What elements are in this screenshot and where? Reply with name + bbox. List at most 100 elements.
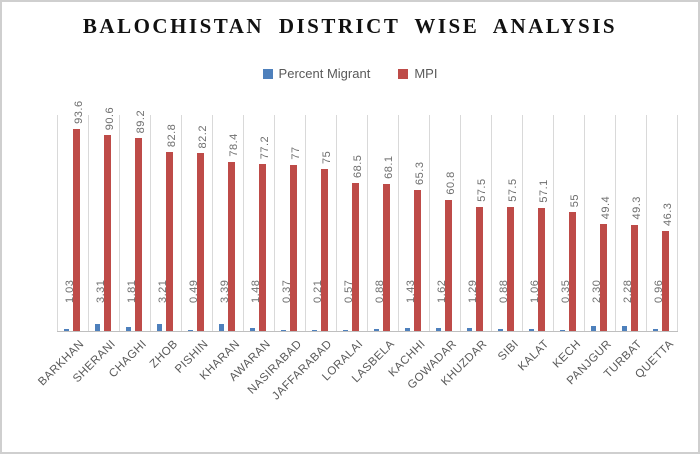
value-label-percent-migrant: 1.43 [405, 279, 417, 303]
bar-percent-migrant [653, 328, 658, 331]
value-label-mpi: 46.3 [662, 202, 674, 226]
gridline [57, 115, 58, 331]
value-label-mpi: 78.4 [228, 133, 240, 157]
value-label-percent-migrant: 2.28 [622, 279, 634, 303]
gridline [646, 115, 647, 331]
gridline [677, 115, 678, 331]
bar-mpi [600, 224, 607, 331]
value-label-mpi: 89.2 [135, 109, 147, 134]
bar-mpi [538, 207, 545, 331]
value-label-percent-migrant: 0.88 [374, 279, 386, 303]
value-label-mpi: 57.5 [476, 178, 488, 202]
legend-label: MPI [414, 66, 438, 81]
value-label-percent-migrant: 3.31 [95, 279, 107, 303]
bar-mpi [104, 135, 111, 331]
value-label-mpi: 82.8 [166, 123, 178, 148]
bar-percent-migrant [436, 327, 441, 331]
category-label: SIBI [495, 338, 521, 364]
bar-mpi [135, 138, 142, 331]
bar-mpi [228, 161, 235, 331]
value-label-percent-migrant: 1.62 [436, 279, 448, 303]
bar-percent-migrant [157, 324, 162, 331]
bar-percent-migrant [374, 329, 379, 331]
value-label-percent-migrant: 0.88 [498, 279, 510, 303]
value-label-percent-migrant: 0.57 [343, 279, 355, 303]
bar-mpi [631, 224, 638, 331]
gridline [336, 115, 337, 331]
gridline [584, 115, 585, 331]
gridline [367, 115, 368, 331]
bar-mpi [383, 183, 390, 331]
bar-mpi [476, 206, 483, 331]
value-label-mpi: 68.5 [352, 154, 364, 179]
gridline [150, 115, 151, 331]
legend-item-percent-migrant: Percent Migrant [262, 66, 371, 81]
bar-percent-migrant [188, 329, 193, 331]
bar-percent-migrant [281, 329, 286, 331]
chart-legend: Percent Migrant MPI [2, 66, 698, 81]
bar-percent-migrant [498, 329, 503, 331]
legend-swatch-icon [398, 68, 409, 79]
bar-percent-migrant [622, 326, 627, 331]
bar-percent-migrant [250, 327, 255, 331]
value-label-mpi: 68.1 [383, 155, 395, 179]
value-label-mpi: 60.8 [445, 171, 457, 195]
value-label-percent-migrant: 2.30 [591, 279, 603, 303]
bar-percent-migrant [405, 327, 410, 331]
value-label-mpi: 49.4 [600, 195, 612, 220]
value-label-mpi: 90.6 [104, 106, 116, 131]
gridline [522, 115, 523, 331]
value-label-mpi: 57.5 [507, 178, 519, 202]
bar-percent-migrant [560, 329, 565, 331]
bar-percent-migrant [529, 328, 534, 331]
legend-label: Percent Migrant [278, 66, 371, 81]
bar-mpi [321, 169, 328, 331]
value-label-mpi: 82.2 [197, 125, 209, 149]
value-label-percent-migrant: 0.37 [281, 279, 293, 303]
category-label: KALAT [516, 338, 552, 374]
value-label-percent-migrant: 0.21 [312, 279, 324, 303]
gridline [491, 115, 492, 331]
bar-mpi [197, 153, 204, 331]
gridline [398, 115, 399, 331]
value-label-percent-migrant: 1.29 [467, 279, 479, 303]
bar-percent-migrant [343, 329, 348, 331]
bar-mpi [73, 128, 80, 331]
value-label-mpi: 77 [290, 146, 302, 160]
value-label-percent-migrant: 3.39 [219, 279, 231, 303]
gridline [88, 115, 89, 331]
bar-mpi [445, 199, 452, 331]
bar-percent-migrant [591, 326, 596, 331]
bar-mpi [569, 212, 576, 331]
chart-title: BALOCHISTAN DISTRICT WISE ANALYSIS [82, 14, 618, 38]
bar-mpi [166, 152, 173, 331]
gridline [212, 115, 213, 331]
value-label-percent-migrant: 1.48 [250, 279, 262, 303]
value-label-mpi: 55 [569, 193, 581, 208]
gridline [305, 115, 306, 331]
bar-percent-migrant [95, 323, 100, 331]
value-label-mpi: 77.2 [259, 135, 271, 160]
gridline [119, 115, 120, 331]
bar-mpi [352, 183, 359, 331]
value-label-mpi: 49.3 [631, 196, 643, 220]
gridline [553, 115, 554, 331]
bar-percent-migrant [312, 329, 317, 331]
bar-percent-migrant [64, 328, 69, 331]
gridline [274, 115, 275, 331]
value-label-mpi: 93.6 [73, 100, 85, 124]
value-label-mpi: 65.3 [414, 161, 426, 185]
value-label-mpi: 75 [321, 150, 333, 164]
bar-mpi [290, 164, 297, 331]
bar-mpi [259, 164, 266, 331]
value-label-percent-migrant: 0.49 [188, 279, 200, 303]
gridline [429, 115, 430, 331]
gridline [615, 115, 616, 331]
value-label-percent-migrant: 1.06 [529, 279, 541, 303]
value-label-percent-migrant: 1.03 [64, 279, 76, 303]
bar-percent-migrant [467, 328, 472, 331]
bar-mpi [507, 206, 514, 331]
value-label-percent-migrant: 0.35 [560, 279, 572, 303]
